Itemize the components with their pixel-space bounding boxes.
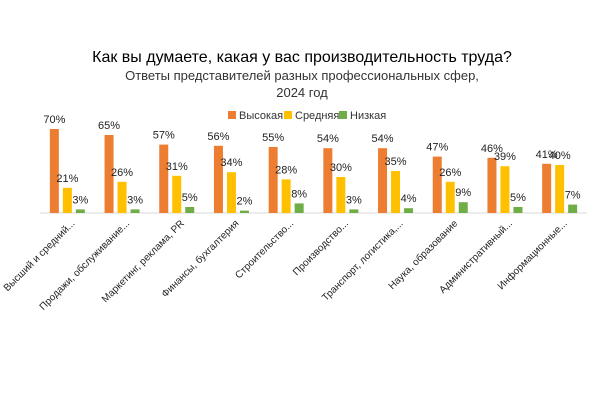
data-label-2-4: 8% [291, 188, 307, 200]
data-label-1-1: 26% [111, 167, 133, 179]
bar-0-0 [49, 129, 59, 213]
legend-swatch-2 [339, 111, 347, 119]
legend-label-1: Средняя [295, 110, 339, 122]
legend-swatch-1 [284, 111, 292, 119]
data-label-1-3: 34% [220, 157, 242, 169]
bar-1-5 [336, 177, 346, 213]
chart-subtitle-line-1: Ответы представителей разных профессиона… [125, 68, 479, 83]
data-label-0-5: 54% [317, 133, 339, 145]
bar-2-8 [513, 207, 523, 213]
data-label-0-1: 65% [98, 120, 120, 132]
bar-1-4 [281, 179, 291, 213]
bar-0-9 [542, 163, 552, 213]
bar-0-4 [268, 147, 278, 213]
bar-0-2 [159, 144, 169, 213]
category-label-5: Производство... [291, 218, 351, 278]
legend-label-0: Высокая [239, 110, 283, 122]
bar-2-9 [568, 204, 578, 213]
data-label-0-8: 46% [481, 143, 503, 155]
bar-0-1 [104, 135, 114, 213]
bar-1-7 [445, 181, 455, 213]
legend-label-2: Низкая [350, 110, 386, 122]
bar-2-4 [294, 203, 304, 213]
data-label-2-7: 9% [455, 187, 471, 199]
data-label-1-6: 35% [385, 156, 407, 168]
bar-2-6 [404, 208, 414, 213]
bar-0-7 [432, 156, 442, 213]
data-label-1-2: 31% [166, 161, 188, 173]
data-label-1-9: 40% [549, 150, 571, 162]
bar-2-7 [458, 202, 468, 213]
bar-0-8 [487, 157, 497, 213]
data-label-0-7: 47% [426, 142, 448, 154]
bar-1-8 [500, 166, 510, 213]
category-label-1: Продажи, обслуживание... [37, 218, 132, 313]
bar-2-2 [185, 207, 195, 213]
bar-0-5 [323, 148, 333, 213]
data-label-0-6: 54% [372, 133, 394, 145]
data-label-0-4: 55% [262, 132, 284, 144]
data-label-0-0: 70% [43, 114, 65, 126]
bar-2-3 [239, 210, 249, 213]
data-label-2-0: 3% [72, 194, 88, 206]
data-label-0-9: 41% [536, 149, 558, 161]
bar-1-0 [62, 187, 72, 213]
bar-1-2 [172, 175, 182, 213]
data-label-2-1: 3% [127, 194, 143, 206]
bar-1-9 [555, 165, 565, 213]
bar-2-5 [349, 209, 359, 213]
chart-title: Как вы думаете, какая у вас производител… [92, 49, 512, 66]
bar-2-1 [130, 209, 140, 213]
data-label-1-4: 28% [275, 164, 297, 176]
data-label-0-3: 56% [207, 131, 229, 143]
legend: Высокая Средняя Низкая [228, 110, 386, 122]
bar-1-1 [117, 181, 127, 213]
data-label-2-2: 5% [182, 192, 198, 204]
bar-1-6 [391, 171, 401, 213]
bar-1-3 [226, 172, 236, 213]
legend-swatch-0 [228, 111, 236, 119]
data-label-2-3: 2% [236, 196, 252, 208]
bar-2-0 [75, 209, 85, 213]
data-label-2-8: 5% [510, 192, 526, 204]
bar-0-3 [213, 145, 223, 213]
data-label-2-9: 7% [565, 190, 581, 202]
data-label-1-7: 26% [439, 167, 461, 179]
data-label-1-5: 30% [330, 162, 352, 174]
plot-area: 70%21%3%Высший и средний...65%26%3%Прода… [2, 114, 587, 313]
data-label-1-8: 39% [494, 151, 516, 163]
chart-subtitle-line-2: 2024 год [276, 85, 328, 100]
category-label-4: Строительство... [233, 218, 296, 281]
data-label-2-6: 4% [401, 193, 417, 205]
bar-0-6 [378, 148, 388, 213]
data-label-0-2: 57% [153, 130, 175, 142]
data-label-2-5: 3% [346, 194, 362, 206]
data-label-1-0: 21% [56, 173, 78, 185]
